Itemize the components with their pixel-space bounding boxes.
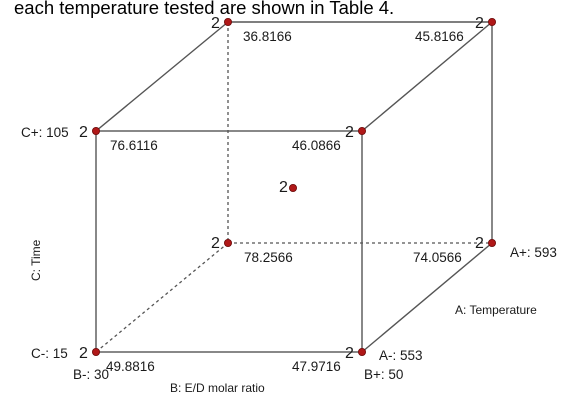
point-back-bottom-left bbox=[223, 238, 232, 247]
edge-bottom-right-depth bbox=[361, 242, 493, 353]
point-back-top-right bbox=[487, 17, 496, 26]
axis-a-name: A: Temperature bbox=[455, 303, 537, 317]
replicates-back-bottom-right: 2 bbox=[475, 235, 484, 252]
axis-b-high-label: B+: 50 bbox=[364, 367, 403, 382]
axis-a-low-label: A-: 553 bbox=[379, 348, 423, 363]
replicates-front-top-left: 2 bbox=[79, 124, 88, 141]
point-center bbox=[288, 183, 297, 192]
value-front-top-right: 46.0866 bbox=[292, 138, 341, 153]
axis-c-high-label: C+: 105 bbox=[21, 125, 69, 140]
replicates-front-top-right: 2 bbox=[345, 124, 354, 141]
replicates-center: 2 bbox=[279, 179, 288, 196]
value-back-bottom-right: 74.0566 bbox=[413, 250, 462, 265]
hidden-edge-bottom-left-depth bbox=[95, 242, 229, 353]
replicates-back-top-left: 2 bbox=[211, 15, 220, 32]
point-back-top-left bbox=[223, 17, 232, 26]
point-front-top-left bbox=[92, 127, 101, 136]
point-front-bottom-left bbox=[92, 347, 101, 356]
axis-b-name: B: E/D molar ratio bbox=[170, 381, 265, 395]
point-back-bottom-right bbox=[487, 238, 496, 247]
axis-c-low-label: C-: 15 bbox=[31, 346, 68, 361]
value-front-bottom-right: 47.9716 bbox=[292, 359, 341, 374]
value-front-top-left: 76.6116 bbox=[110, 138, 158, 153]
point-front-top-right bbox=[357, 127, 366, 136]
axis-a-high-label: A+: 593 bbox=[510, 245, 557, 260]
front-face bbox=[95, 130, 363, 353]
edge-top-right-depth bbox=[361, 21, 493, 132]
value-back-top-left: 36.8166 bbox=[243, 29, 292, 44]
replicates-front-bottom-right: 2 bbox=[345, 345, 354, 362]
replicates-back-top-right: 2 bbox=[475, 15, 484, 32]
figure-caption-fragment: each temperature tested are shown in Tab… bbox=[14, 0, 394, 18]
replicates-front-bottom-left: 2 bbox=[79, 345, 88, 362]
axis-b-low-label: B-: 30 bbox=[73, 367, 109, 382]
edge-top-left-depth bbox=[95, 21, 229, 132]
value-front-bottom-left: 49.8816 bbox=[106, 359, 155, 374]
replicates-back-bottom-left: 2 bbox=[211, 235, 220, 252]
value-back-top-right: 45.8166 bbox=[415, 29, 464, 44]
point-front-bottom-right bbox=[357, 347, 366, 356]
axis-c-name: C: Time bbox=[29, 239, 43, 281]
value-back-bottom-left: 78.2566 bbox=[244, 250, 293, 265]
